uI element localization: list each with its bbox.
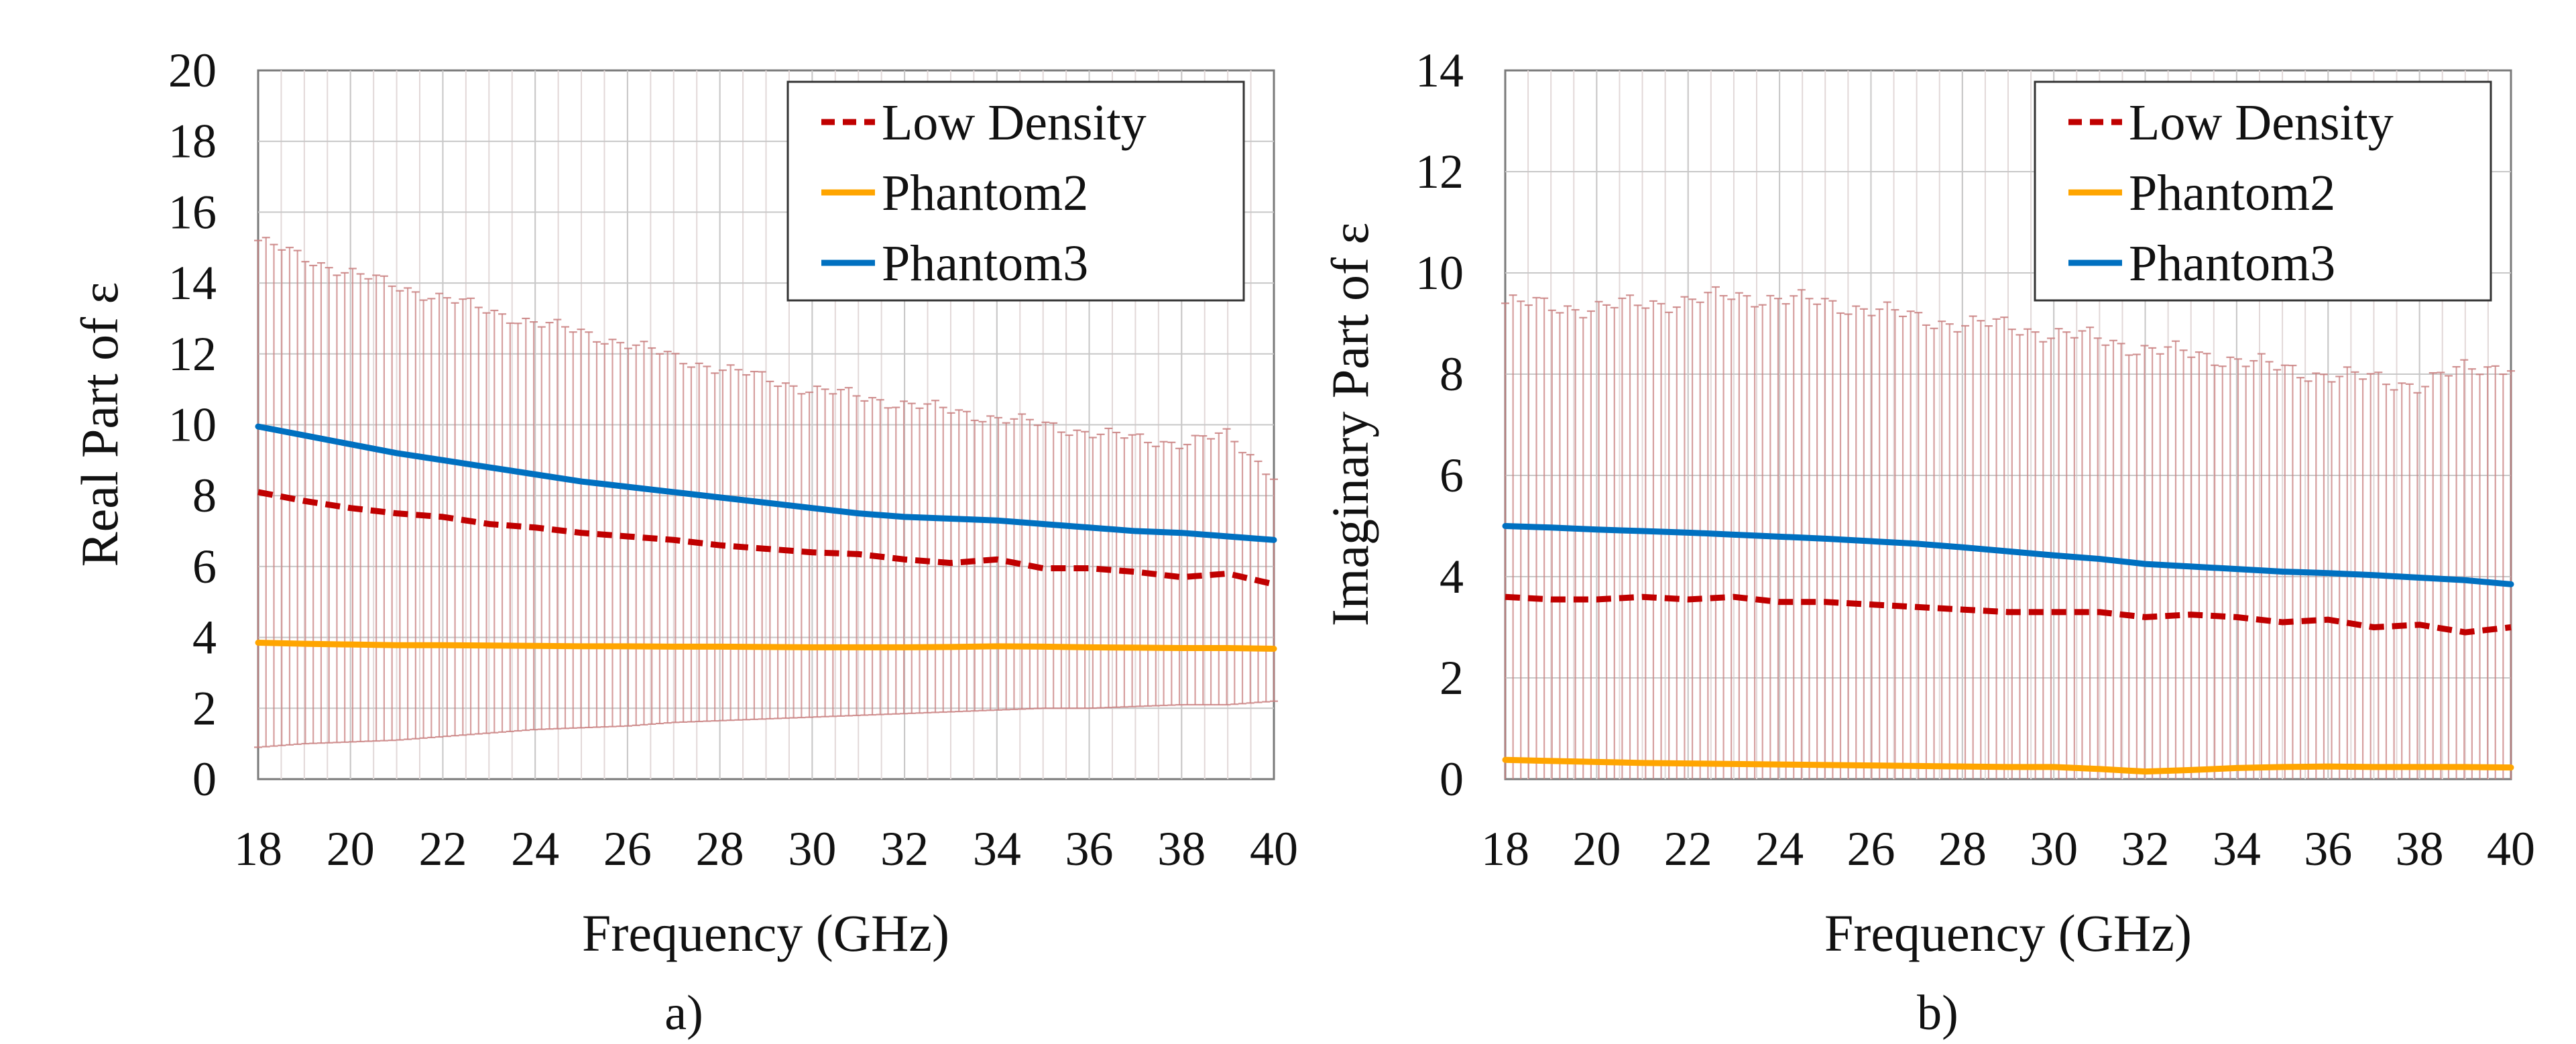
- x-tick-label: 26: [1847, 822, 1895, 876]
- x-axis-label-real: Frequency (GHz): [582, 904, 949, 962]
- legend-real: Low Density Phantom2 Phantom3: [786, 80, 1245, 302]
- x-tick-label: 36: [2304, 822, 2352, 876]
- y-axis-label-real: Real Part of ε: [70, 282, 129, 567]
- y-tick-label: 8: [1440, 347, 1464, 401]
- x-tick-label: 40: [2487, 822, 2535, 876]
- x-axis-label-imaginary: Frequency (GHz): [1824, 904, 2192, 962]
- y-tick-label: 4: [192, 611, 217, 664]
- series-line-phantom3: [1502, 523, 2514, 587]
- y-tick-labels-real: 0 2 4 6 8 10 12 14 16 18 20: [168, 44, 217, 806]
- y-tick-label: 2: [1440, 651, 1464, 705]
- y-tick-label: 2: [192, 681, 217, 735]
- x-tick-labels-real: 18 20 22 24 26 28 30 32 34 36 38 40: [234, 822, 1298, 876]
- y-tick-label: 18: [168, 115, 217, 168]
- y-tick-label: 4: [1440, 550, 1464, 603]
- series-lines-real: [255, 423, 1277, 652]
- legend-label-phantom2: Phantom2: [882, 165, 1088, 221]
- y-tick-label: 20: [168, 44, 217, 97]
- y-axis-label-imaginary: Imaginary Part of ε: [1321, 223, 1379, 626]
- x-tick-label: 28: [696, 822, 744, 876]
- x-tick-label: 22: [418, 822, 467, 876]
- x-tick-label: 20: [327, 822, 375, 876]
- y-tick-label: 0: [1440, 752, 1464, 806]
- y-tick-label: 14: [1415, 44, 1464, 97]
- panel-tag-b: b): [1917, 986, 1958, 1041]
- x-tick-label: 34: [973, 822, 1021, 876]
- y-tick-label: 6: [1440, 449, 1464, 502]
- x-tick-label: 26: [603, 822, 652, 876]
- grid-imaginary: [1505, 70, 2511, 779]
- legend-label-low-density: Low Density: [882, 95, 1147, 151]
- legend-label-phantom3: Phantom3: [882, 235, 1088, 292]
- legend-label-phantom2: Phantom2: [2129, 165, 2335, 221]
- series-lines-imaginary: [1502, 523, 2514, 775]
- x-tick-label: 18: [234, 822, 282, 876]
- x-tick-labels-imaginary: 18 20 22 24 26 28 30 32 34 36 38 40: [1481, 822, 2535, 876]
- x-tick-label: 36: [1065, 822, 1114, 876]
- x-tick-label: 30: [2030, 822, 2078, 876]
- y-tick-label: 10: [168, 398, 217, 452]
- x-tick-label: 18: [1481, 822, 1529, 876]
- series-line-low-density: [1505, 593, 2512, 636]
- series-line-low-density: [257, 489, 1275, 587]
- x-tick-label: 32: [880, 822, 929, 876]
- panel-tag-a: a): [664, 986, 703, 1041]
- legend-label-low-density: Low Density: [2129, 95, 2394, 151]
- y-tick-label: 12: [168, 327, 217, 381]
- series-line-phantom2: [1502, 756, 2514, 775]
- x-tick-label: 38: [1157, 822, 1206, 876]
- y-tick-labels-imaginary: 0 2 4 6 8 10 12 14: [1415, 44, 1464, 806]
- x-tick-label: 32: [2121, 822, 2170, 876]
- x-tick-label: 20: [1572, 822, 1621, 876]
- y-tick-label: 10: [1415, 246, 1464, 300]
- x-tick-label: 24: [511, 822, 559, 876]
- series-line-phantom3: [255, 423, 1277, 543]
- x-tick-label: 34: [2213, 822, 2261, 876]
- x-tick-label: 24: [1755, 822, 1804, 876]
- y-tick-label: 12: [1415, 145, 1464, 198]
- x-tick-label: 28: [1938, 822, 1987, 876]
- y-tick-label: 16: [168, 185, 217, 239]
- x-tick-label: 38: [2396, 822, 2444, 876]
- legend-imaginary: Low Density Phantom2 Phantom3: [2034, 80, 2492, 302]
- x-tick-label: 22: [1664, 822, 1712, 876]
- y-tick-label: 8: [192, 469, 217, 522]
- x-tick-label: 30: [788, 822, 836, 876]
- series-line-phantom2: [255, 640, 1277, 652]
- y-tick-label: 14: [168, 256, 217, 310]
- y-tick-label: 0: [192, 752, 217, 806]
- y-tick-label: 6: [192, 540, 217, 593]
- legend-label-phantom3: Phantom3: [2129, 235, 2335, 292]
- x-tick-label: 40: [1250, 822, 1298, 876]
